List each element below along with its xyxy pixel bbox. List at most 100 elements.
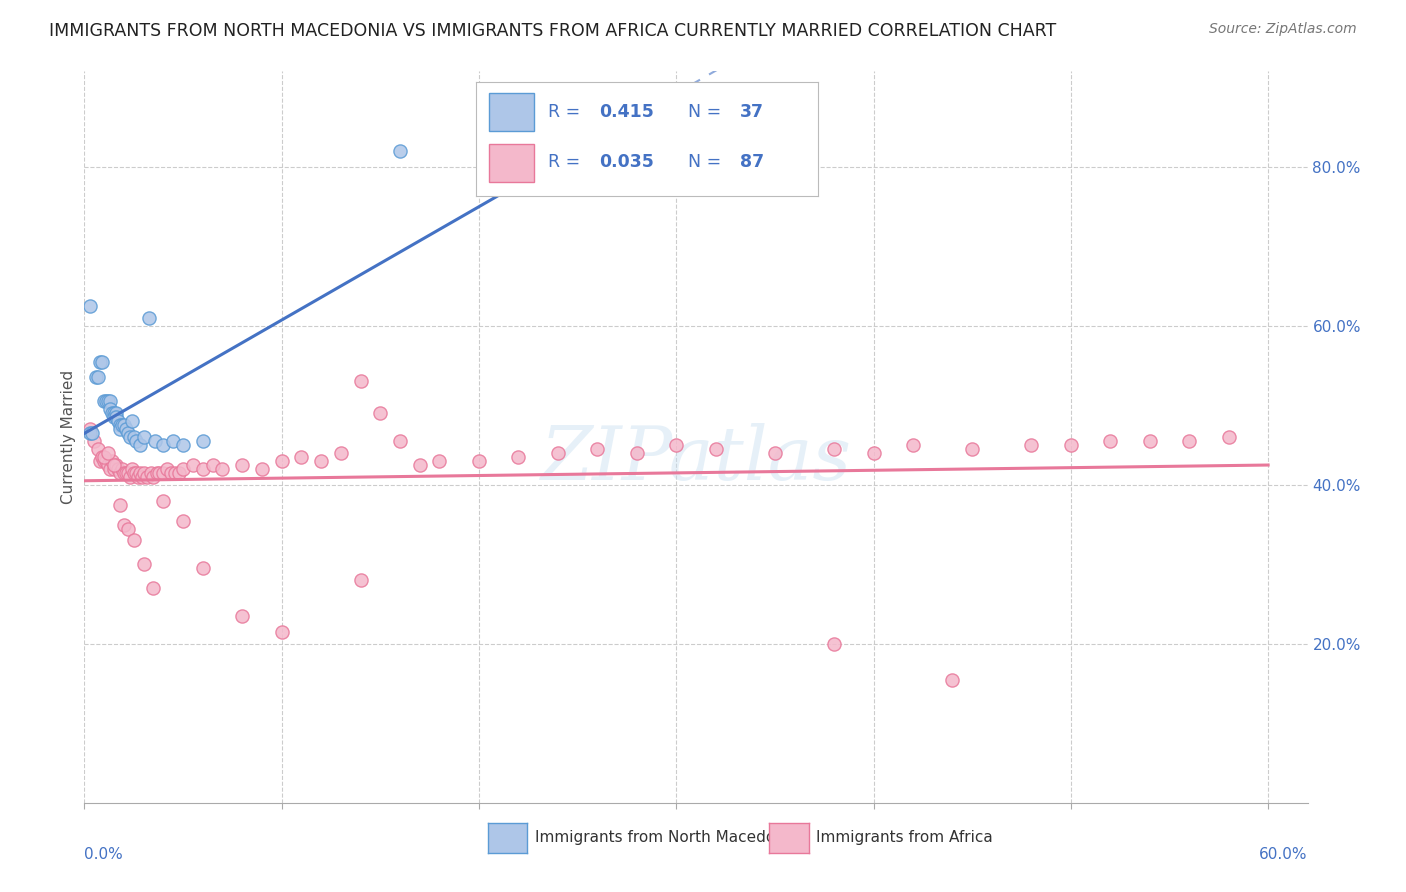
Point <box>191 434 214 448</box>
Point <box>329 446 352 460</box>
Point <box>165 466 187 480</box>
Point <box>211 462 233 476</box>
Point <box>547 446 569 460</box>
Point <box>201 458 224 472</box>
Point <box>124 466 146 480</box>
Point <box>167 466 190 480</box>
Point <box>191 462 214 476</box>
Point <box>270 454 292 468</box>
Point <box>181 458 204 472</box>
Point <box>142 470 165 484</box>
Point <box>172 462 194 476</box>
Text: Immigrants from North Macedonia: Immigrants from North Macedonia <box>534 830 799 845</box>
Text: Source: ZipAtlas.com: Source: ZipAtlas.com <box>1209 22 1357 37</box>
Point <box>101 454 124 468</box>
Point <box>665 438 688 452</box>
Point <box>142 581 165 595</box>
Point <box>111 462 134 476</box>
Point <box>468 454 491 468</box>
Point <box>250 462 273 476</box>
Point <box>231 609 253 624</box>
Point <box>122 466 145 480</box>
Point <box>87 370 110 384</box>
Point <box>104 458 127 472</box>
Point <box>132 558 155 572</box>
Point <box>107 462 129 476</box>
Point <box>162 434 184 448</box>
Point <box>79 426 101 441</box>
Point <box>823 637 845 651</box>
Point <box>122 533 145 548</box>
Point <box>118 470 141 484</box>
Point <box>94 454 117 468</box>
Text: 60.0%: 60.0% <box>1260 847 1308 862</box>
Point <box>146 466 169 480</box>
Point <box>138 310 160 325</box>
Point <box>98 462 121 476</box>
Point <box>107 414 129 428</box>
Point <box>1099 434 1122 448</box>
Point <box>93 450 115 464</box>
Point <box>114 466 136 480</box>
Point <box>79 422 101 436</box>
Text: IMMIGRANTS FROM NORTH MACEDONIA VS IMMIGRANTS FROM AFRICA CURRENTLY MARRIED CORR: IMMIGRANTS FROM NORTH MACEDONIA VS IMMIG… <box>49 22 1056 40</box>
Point <box>97 446 120 460</box>
Point <box>93 454 115 468</box>
Point <box>127 470 149 484</box>
Point <box>156 462 179 476</box>
Point <box>409 458 432 472</box>
Point <box>901 438 924 452</box>
Text: Immigrants from Africa: Immigrants from Africa <box>815 830 993 845</box>
Point <box>172 514 194 528</box>
Point <box>79 299 101 313</box>
Point <box>586 442 609 456</box>
Point <box>122 430 145 444</box>
Point <box>152 493 174 508</box>
Point <box>136 470 159 484</box>
Point <box>117 466 139 480</box>
Point <box>117 426 139 441</box>
Point <box>104 410 127 425</box>
Point <box>128 466 150 480</box>
Point <box>83 434 105 448</box>
Point <box>132 430 155 444</box>
Point <box>626 446 648 460</box>
Point <box>121 462 143 476</box>
Point <box>141 466 163 480</box>
Point <box>98 402 121 417</box>
Point <box>87 442 110 456</box>
Point <box>103 410 125 425</box>
Point <box>823 442 845 456</box>
Point <box>91 354 114 368</box>
Point <box>1060 438 1083 452</box>
Point <box>94 394 117 409</box>
Point <box>148 466 170 480</box>
Point <box>309 454 332 468</box>
Point <box>152 438 174 452</box>
Point <box>763 446 786 460</box>
Point <box>101 406 124 420</box>
Point <box>429 454 451 468</box>
Point <box>111 418 134 433</box>
Point <box>112 517 135 532</box>
Point <box>389 144 412 158</box>
Point <box>704 442 727 456</box>
Point <box>389 434 412 448</box>
Point <box>84 370 107 384</box>
Point <box>98 394 121 409</box>
Point <box>960 442 983 456</box>
Point <box>132 466 155 480</box>
Point <box>231 458 253 472</box>
Text: 0.0%: 0.0% <box>84 847 124 862</box>
Y-axis label: Currently Married: Currently Married <box>60 370 76 504</box>
Point <box>112 418 135 433</box>
Point <box>91 450 114 464</box>
Point <box>160 466 183 480</box>
Point <box>89 454 111 468</box>
Point <box>114 422 136 436</box>
Point <box>1139 434 1161 448</box>
Point <box>270 624 292 639</box>
Point <box>97 394 120 409</box>
Point <box>128 438 150 452</box>
Point <box>103 406 125 420</box>
